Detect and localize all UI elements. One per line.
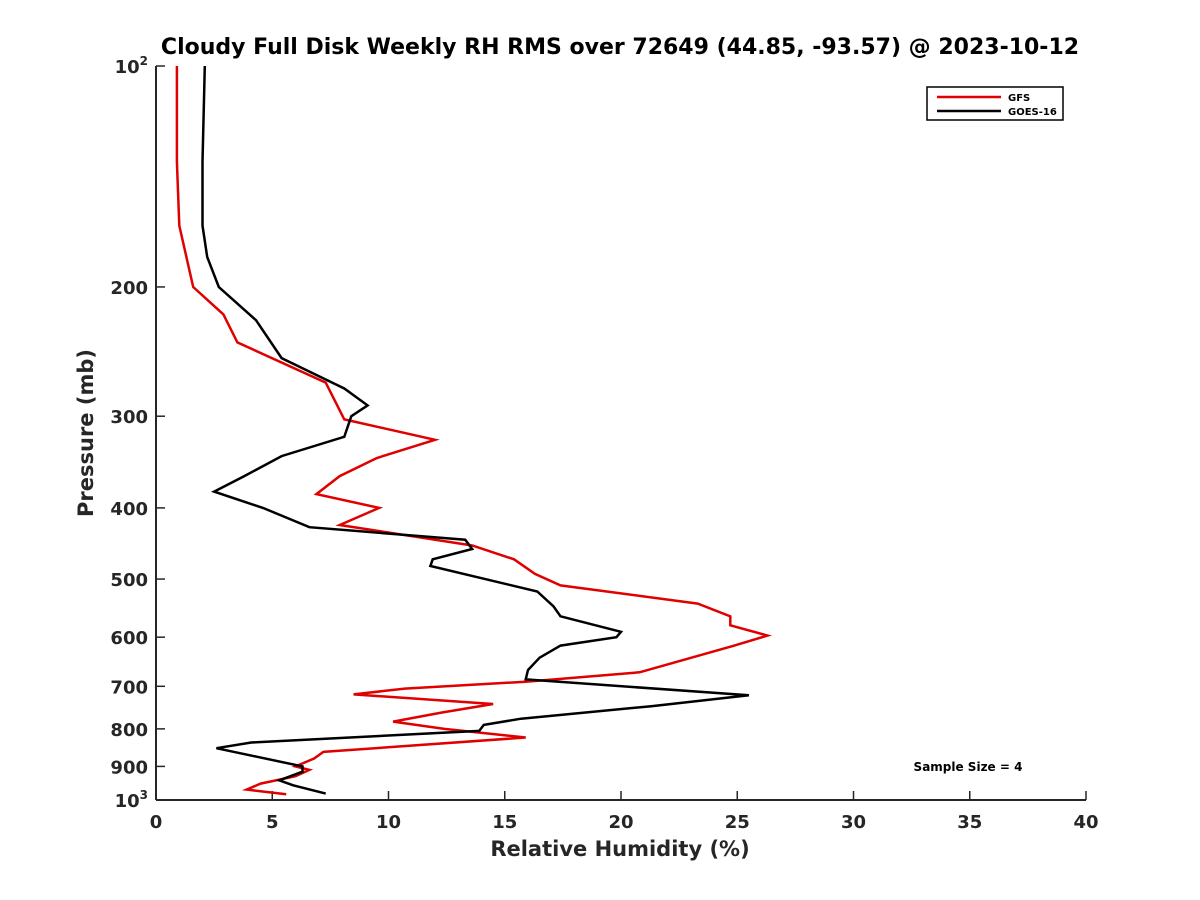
- legend-label-goes16: GOES-16: [1008, 107, 1057, 118]
- x-tick-label: 5: [266, 812, 279, 833]
- x-tick-label: 10: [376, 812, 401, 833]
- y-tick-label: 400: [110, 499, 148, 520]
- y-tick-label: 800: [110, 720, 148, 741]
- y-tick-label: 500: [110, 570, 148, 591]
- y-tick-label: 300: [110, 407, 148, 428]
- y-tick-label: 900: [110, 757, 148, 778]
- x-axis-label: Relative Humidity (%): [490, 837, 749, 861]
- y-axis-label: Pressure (mb): [74, 349, 98, 517]
- y-tick-label: 102: [115, 54, 148, 78]
- x-tick-label: 0: [150, 812, 163, 833]
- series-line-gfs: [175, 66, 773, 796]
- x-tick-label: 35: [957, 812, 982, 833]
- y-tick-label: 103: [115, 788, 148, 812]
- plot-axes: 0 5 10 15 20 25 30 35 40 102 200 300 400 500 600 700 800…: [110, 54, 1098, 833]
- series-lines: [175, 65, 773, 796]
- y-tick-label: 200: [110, 278, 148, 299]
- x-tick-label: 40: [1073, 812, 1098, 833]
- sample-size-annotation: Sample Size = 4: [914, 760, 1023, 774]
- legend-box: [926, 86, 1064, 121]
- x-tick-label: 30: [841, 812, 866, 833]
- legend: GFS GOES-16: [926, 86, 1064, 121]
- y-tick-label: 600: [110, 628, 148, 649]
- x-tick-label: 15: [492, 812, 517, 833]
- y-tick-label: 700: [110, 677, 148, 698]
- legend-label-gfs: GFS: [1008, 93, 1030, 104]
- x-tick-label: 25: [725, 812, 750, 833]
- x-tick-label: 20: [608, 812, 633, 833]
- chart-title: Cloudy Full Disk Weekly RH RMS over 7264…: [161, 35, 1079, 60]
- series-line-goes16: [201, 65, 750, 795]
